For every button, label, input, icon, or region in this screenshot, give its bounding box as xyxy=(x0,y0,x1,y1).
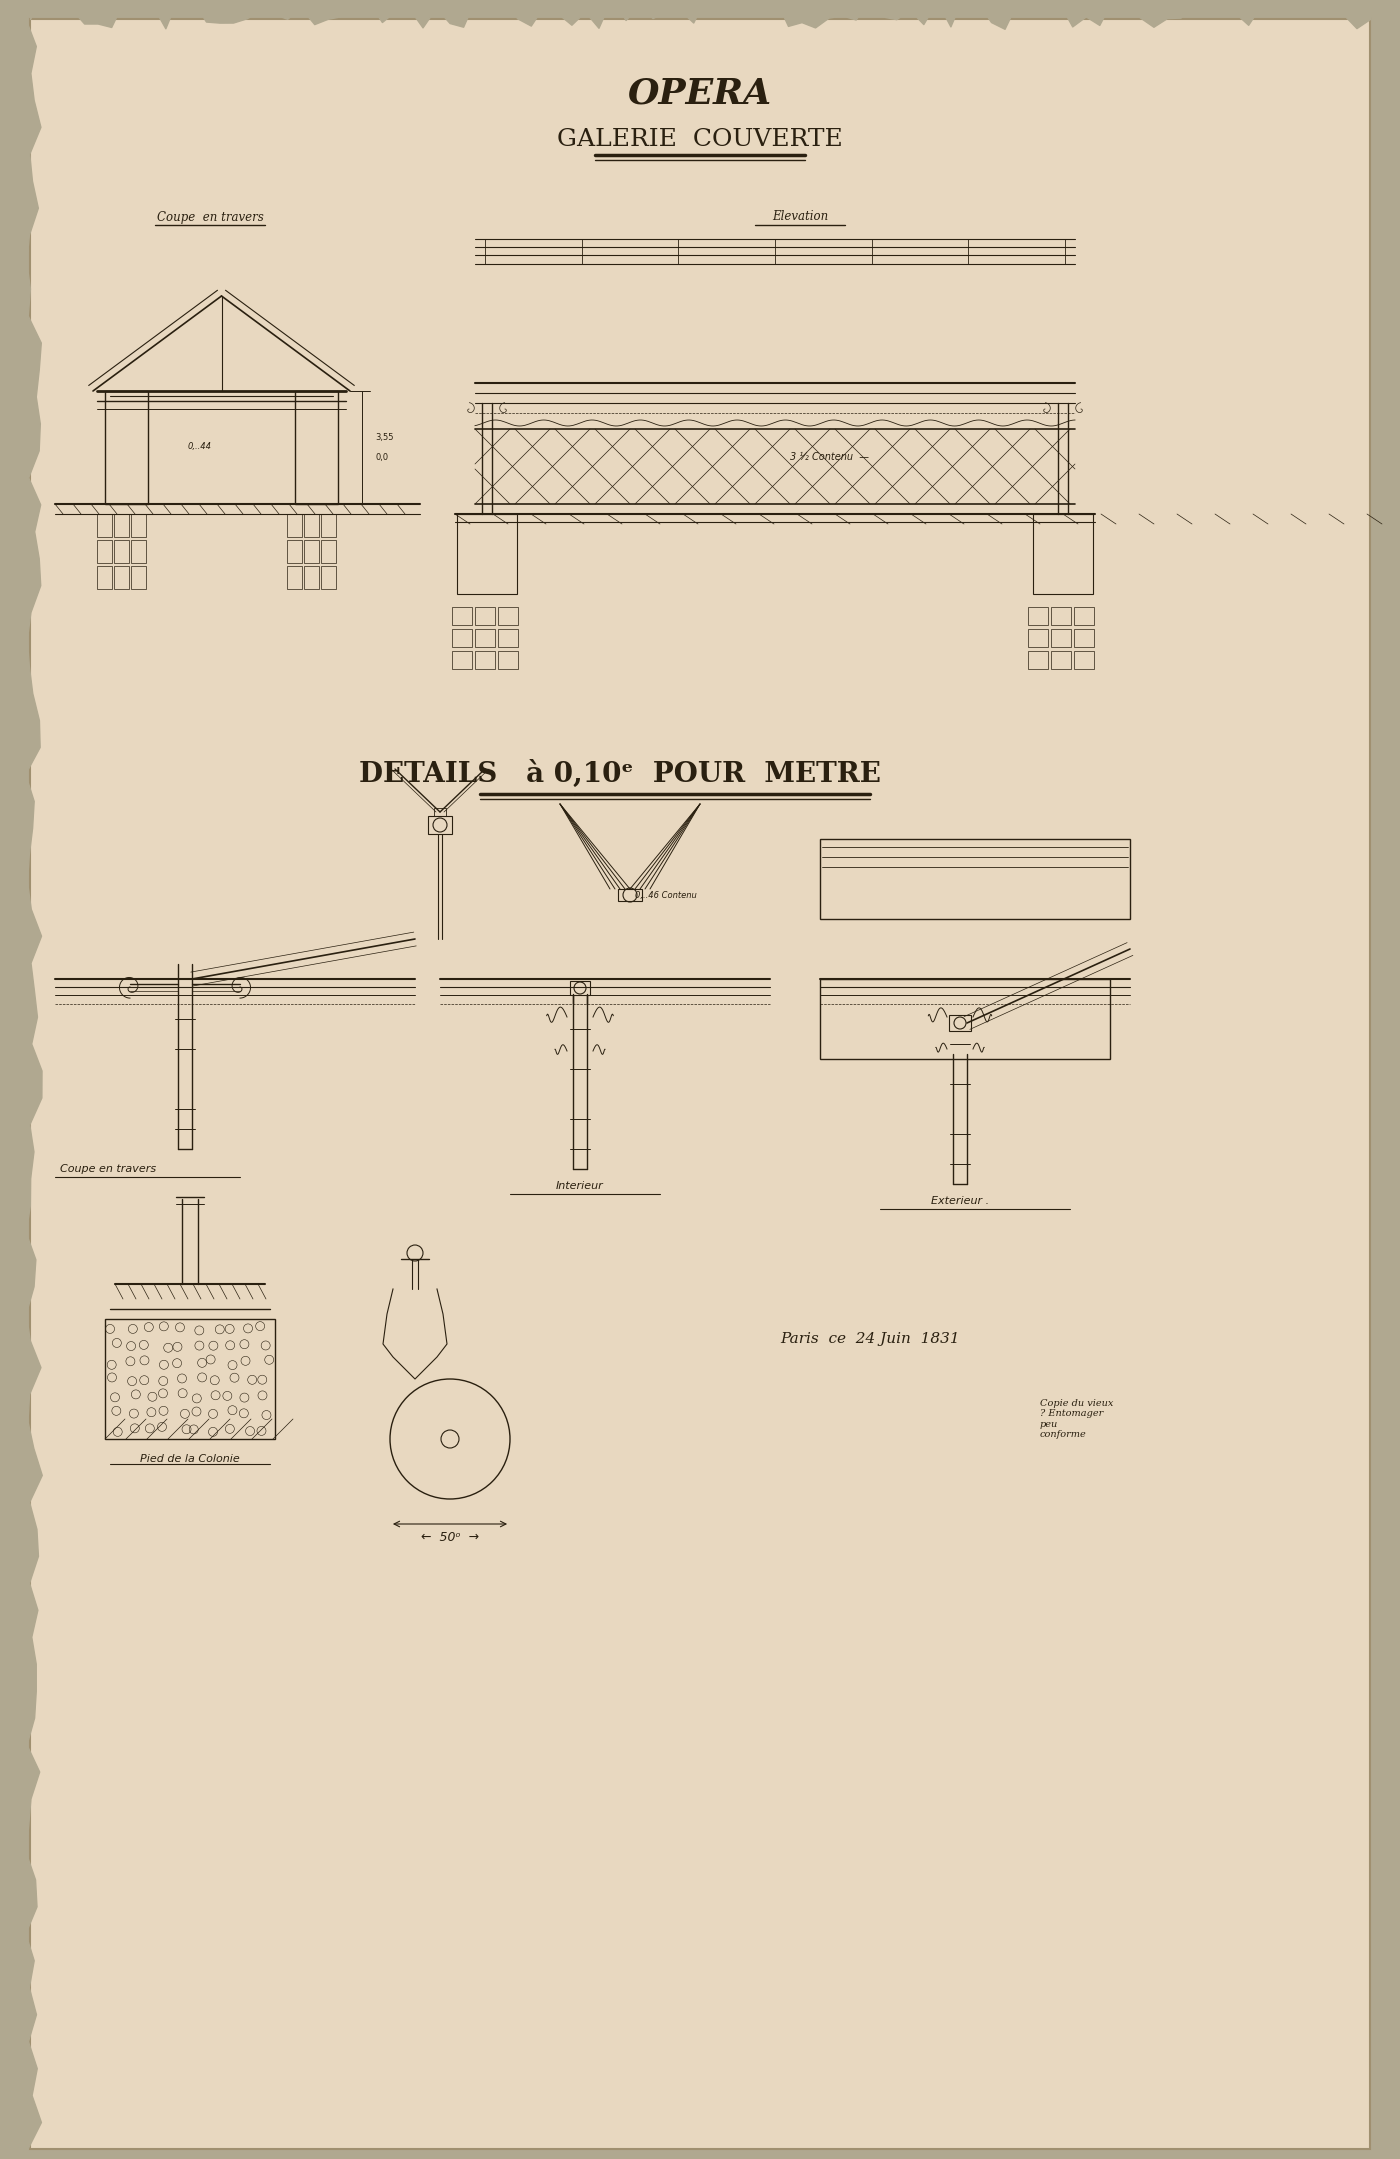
Bar xyxy=(1028,628,1049,648)
Bar xyxy=(321,514,336,538)
Text: OPERA: OPERA xyxy=(629,78,771,110)
Text: Elevation: Elevation xyxy=(771,209,829,225)
Bar xyxy=(113,514,129,538)
Text: 0,0: 0,0 xyxy=(375,453,388,462)
Bar xyxy=(304,540,319,563)
Bar xyxy=(434,807,447,816)
Bar xyxy=(452,652,472,669)
Bar xyxy=(452,607,472,624)
Bar xyxy=(498,628,518,648)
Bar xyxy=(617,890,643,900)
Bar xyxy=(304,514,319,538)
Bar xyxy=(428,816,452,833)
Bar xyxy=(498,607,518,624)
Bar xyxy=(97,540,112,563)
Bar xyxy=(1028,607,1049,624)
Bar xyxy=(97,514,112,538)
Bar xyxy=(287,566,302,589)
Text: Paris  ce  24 Juin  1831: Paris ce 24 Juin 1831 xyxy=(780,1332,959,1345)
Bar xyxy=(498,652,518,669)
Text: Coupe en travers: Coupe en travers xyxy=(60,1164,157,1174)
Bar xyxy=(321,540,336,563)
Bar xyxy=(304,566,319,589)
Bar xyxy=(132,566,146,589)
Bar xyxy=(113,566,129,589)
Bar xyxy=(321,566,336,589)
Text: Coupe  en travers: Coupe en travers xyxy=(157,209,263,225)
Bar xyxy=(97,566,112,589)
Bar xyxy=(820,978,1110,1060)
Bar xyxy=(475,652,496,669)
Bar xyxy=(1051,652,1071,669)
Bar xyxy=(1051,607,1071,624)
Text: Copie du vieux
? Entomager
peu
conforme: Copie du vieux ? Entomager peu conforme xyxy=(1040,1399,1113,1440)
Bar xyxy=(570,980,589,995)
Bar xyxy=(132,514,146,538)
Bar xyxy=(1033,514,1093,594)
Bar xyxy=(456,514,517,594)
Bar xyxy=(132,540,146,563)
Bar xyxy=(1074,652,1093,669)
Text: 3 ½ Contenu  —: 3 ½ Contenu — xyxy=(790,451,869,462)
Bar xyxy=(949,1015,972,1032)
Bar xyxy=(820,840,1130,920)
Bar xyxy=(475,628,496,648)
Text: Interieur: Interieur xyxy=(556,1181,603,1192)
Text: Exterieur .: Exterieur . xyxy=(931,1196,988,1207)
Bar xyxy=(113,540,129,563)
Bar xyxy=(1074,607,1093,624)
Bar xyxy=(1051,628,1071,648)
Text: 0,..46 Contenu: 0,..46 Contenu xyxy=(636,892,697,900)
Bar xyxy=(1074,628,1093,648)
Bar xyxy=(1028,652,1049,669)
Text: DETAILS   à 0,10ᵉ  POUR  METRE: DETAILS à 0,10ᵉ POUR METRE xyxy=(358,760,881,788)
Bar xyxy=(287,540,302,563)
Bar xyxy=(105,391,148,503)
Bar xyxy=(105,1319,274,1440)
Bar xyxy=(295,391,337,503)
Text: Pied de la Colonie: Pied de la Colonie xyxy=(140,1453,239,1464)
Text: 0,..44: 0,..44 xyxy=(188,443,211,451)
Text: ←  50ᵒ  →: ← 50ᵒ → xyxy=(421,1531,479,1544)
Bar xyxy=(287,514,302,538)
Text: 3,55: 3,55 xyxy=(375,434,393,443)
Bar xyxy=(475,607,496,624)
Text: GALERIE  COUVERTE: GALERIE COUVERTE xyxy=(557,127,843,151)
Bar xyxy=(452,628,472,648)
